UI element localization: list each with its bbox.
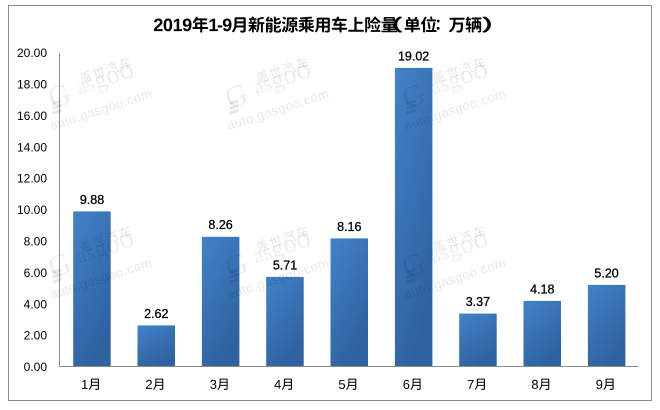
svg-text:4.18: 4.18 xyxy=(530,282,554,296)
svg-text:12.00: 12.00 xyxy=(17,172,47,186)
svg-text:14.00: 14.00 xyxy=(17,140,47,154)
svg-text:6.00: 6.00 xyxy=(24,266,48,280)
svg-text:20.00: 20.00 xyxy=(17,46,47,60)
svg-text:8.26: 8.26 xyxy=(208,218,232,232)
svg-text:0.00: 0.00 xyxy=(24,360,48,374)
svg-text:8.16: 8.16 xyxy=(337,220,361,234)
svg-text:8.00: 8.00 xyxy=(24,235,48,249)
svg-text:5.71: 5.71 xyxy=(273,258,297,272)
svg-text:3.37: 3.37 xyxy=(466,295,490,309)
svg-text:10.00: 10.00 xyxy=(17,203,47,217)
svg-text:2.62: 2.62 xyxy=(144,307,168,321)
svg-text:16.00: 16.00 xyxy=(17,109,47,123)
svg-text:18.00: 18.00 xyxy=(17,78,47,92)
svg-text:19.02: 19.02 xyxy=(398,49,429,63)
svg-text:4.00: 4.00 xyxy=(24,297,48,311)
svg-text:2.00: 2.00 xyxy=(24,329,48,343)
svg-text:9.88: 9.88 xyxy=(80,193,104,207)
svg-text:5.20: 5.20 xyxy=(594,266,618,280)
